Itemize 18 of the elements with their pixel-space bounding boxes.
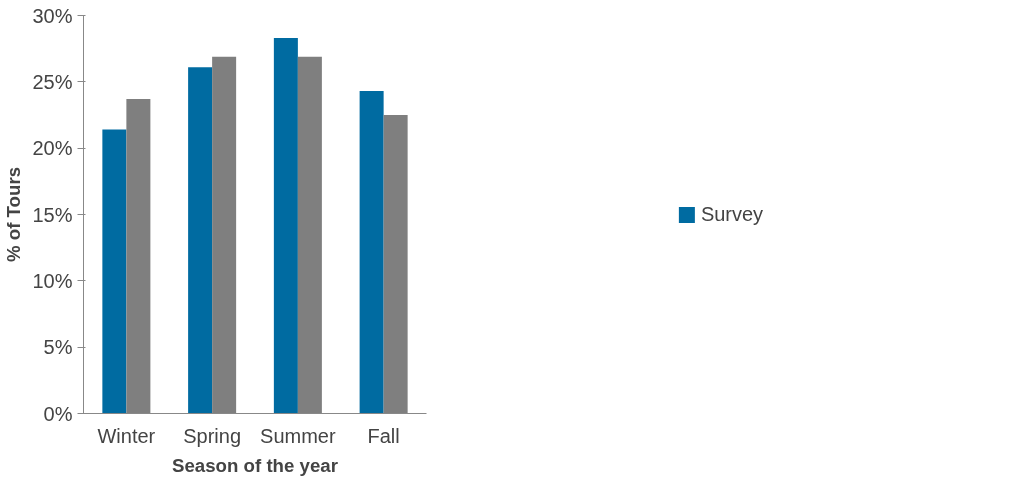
x-tick-label: Fall	[367, 424, 400, 447]
bar	[188, 67, 213, 414]
x-tick-label: Winter	[97, 424, 156, 447]
x-tick-label: Spring	[183, 424, 242, 447]
bar	[359, 91, 384, 414]
x-tick-label: Summer	[260, 424, 336, 447]
x-axis-title: Season of the year	[172, 454, 338, 476]
y-tick-label: 30%	[32, 4, 73, 27]
y-tick-label: 10%	[32, 269, 73, 292]
y-tick-label: 5%	[43, 336, 73, 359]
legend-label: Survey	[700, 202, 764, 226]
bar	[102, 129, 127, 414]
bar	[273, 38, 298, 414]
y-axis-title: % of Tours	[3, 166, 25, 262]
y-tick-label: 0%	[43, 402, 73, 425]
y-tick-label: 20%	[32, 137, 73, 160]
y-tick-label: 25%	[32, 70, 73, 93]
y-tick-label: 15%	[32, 203, 73, 226]
